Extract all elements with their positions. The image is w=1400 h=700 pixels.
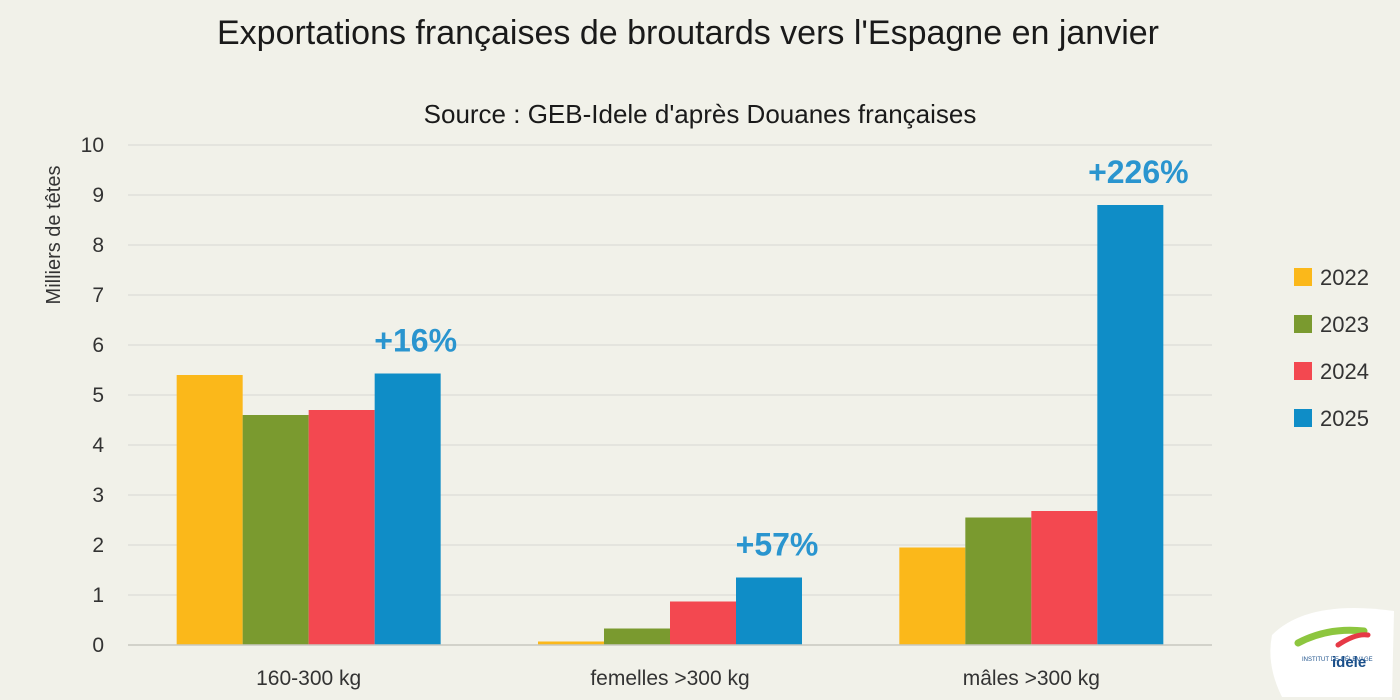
x-tick-label: femelles >300 kg bbox=[590, 667, 749, 690]
bar-2024-0 bbox=[308, 410, 375, 645]
bar-2025-0 bbox=[374, 373, 441, 645]
bar-2024-1 bbox=[670, 601, 736, 645]
logo-text: idele bbox=[1332, 654, 1366, 671]
legend-swatch-2025 bbox=[1294, 409, 1312, 427]
y-tick-label: 8 bbox=[92, 234, 104, 257]
x-tick-label: mâles >300 kg bbox=[963, 667, 1100, 690]
y-axis-label: Milliers de têtes bbox=[43, 166, 65, 305]
y-tick-label: 7 bbox=[92, 284, 104, 307]
legend-label-2024: 2024 bbox=[1320, 359, 1369, 384]
logo-background bbox=[1270, 608, 1394, 697]
logo-swoosh-red bbox=[1335, 632, 1371, 648]
y-tick-label: 2 bbox=[92, 534, 104, 557]
y-tick-label: 5 bbox=[92, 384, 104, 407]
legend-swatch-2022 bbox=[1294, 268, 1312, 286]
bar-2022-2 bbox=[899, 547, 966, 645]
chart-title: Exportations françaises de broutards ver… bbox=[217, 14, 1159, 52]
logo-subtext: INSTITUT DE L'ÉLEVAGE bbox=[1302, 656, 1373, 663]
chart-subtitle: Source : GEB-Idele d'après Douanes franç… bbox=[424, 99, 977, 129]
logo-swoosh-green bbox=[1294, 626, 1368, 647]
legend: 2022 2023 2024 2025 bbox=[1294, 265, 1369, 431]
y-tick-label: 1 bbox=[92, 584, 104, 607]
legend-swatch-2024 bbox=[1294, 362, 1312, 380]
bar-2023-2 bbox=[965, 517, 1032, 645]
annotations: +16% +57% +226% bbox=[374, 154, 1188, 563]
y-tick-label: 4 bbox=[92, 434, 104, 457]
bar-2022-0 bbox=[176, 375, 243, 645]
legend-label-2023: 2023 bbox=[1320, 312, 1369, 337]
bar-2025-1 bbox=[736, 577, 802, 645]
annotation-label: +57% bbox=[736, 527, 819, 563]
idele-logo: INSTITUT DE L'ÉLEVAGE idele bbox=[1270, 608, 1394, 697]
x-tick-label: 160-300 kg bbox=[256, 667, 361, 690]
axes: 0 1 2 3 4 5 6 7 8 9 10 160-300 kg femelles >300 kg mâ… bbox=[81, 134, 1212, 690]
legend-swatch-2023 bbox=[1294, 315, 1312, 333]
y-tick-label: 9 bbox=[92, 184, 104, 207]
annotation-label: +226% bbox=[1088, 154, 1189, 190]
legend-label-2022: 2022 bbox=[1320, 265, 1369, 290]
y-tick-label: 6 bbox=[92, 334, 104, 357]
bar-2025-2 bbox=[1097, 205, 1164, 645]
bar-2023-0 bbox=[242, 415, 309, 645]
annotation-label: +16% bbox=[374, 323, 457, 359]
y-tick-label: 0 bbox=[92, 634, 104, 657]
bars bbox=[176, 205, 1164, 645]
bar-2022-1 bbox=[538, 641, 604, 645]
legend-label-2025: 2025 bbox=[1320, 406, 1369, 431]
y-tick-label: 3 bbox=[92, 484, 104, 507]
bar-2023-1 bbox=[604, 628, 670, 645]
y-tick-label: 10 bbox=[81, 134, 104, 157]
bar-2024-2 bbox=[1031, 511, 1098, 645]
